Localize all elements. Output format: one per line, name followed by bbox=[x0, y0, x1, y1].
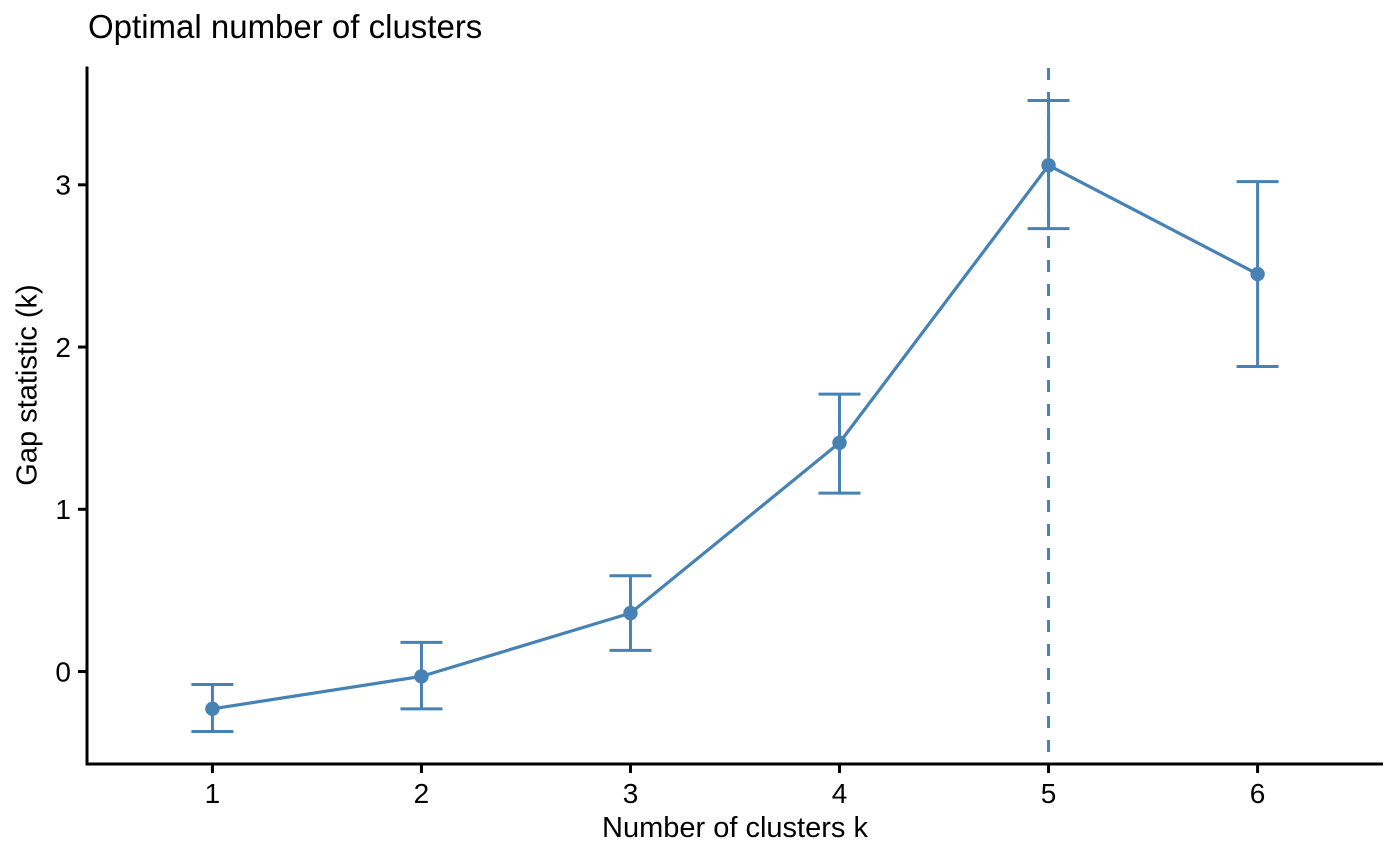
x-tick-label: 2 bbox=[414, 778, 430, 809]
data-point bbox=[1250, 266, 1265, 282]
data-point bbox=[414, 669, 429, 684]
x-tick-label: 5 bbox=[1041, 778, 1057, 809]
x-tick-label: 4 bbox=[832, 778, 848, 809]
x-axis-title: Number of clusters k bbox=[602, 812, 868, 844]
x-tick-label: 1 bbox=[205, 778, 221, 809]
y-tick-label: 2 bbox=[55, 332, 71, 363]
data-point bbox=[832, 435, 847, 450]
gap-statistic-line bbox=[210, 163, 1260, 711]
y-tick-label: 1 bbox=[55, 494, 71, 525]
data-point bbox=[623, 605, 638, 621]
y-axis-title: Gap statistic (k) bbox=[11, 284, 44, 486]
x-tick-label: 6 bbox=[1250, 778, 1266, 809]
y-tick-label: 0 bbox=[55, 656, 71, 687]
x-tick-label: 3 bbox=[623, 778, 639, 809]
data-point bbox=[205, 701, 220, 717]
data-point bbox=[1041, 158, 1056, 173]
y-tick-label: 3 bbox=[55, 170, 71, 201]
chart-title: Optimal number of clusters bbox=[88, 8, 483, 45]
